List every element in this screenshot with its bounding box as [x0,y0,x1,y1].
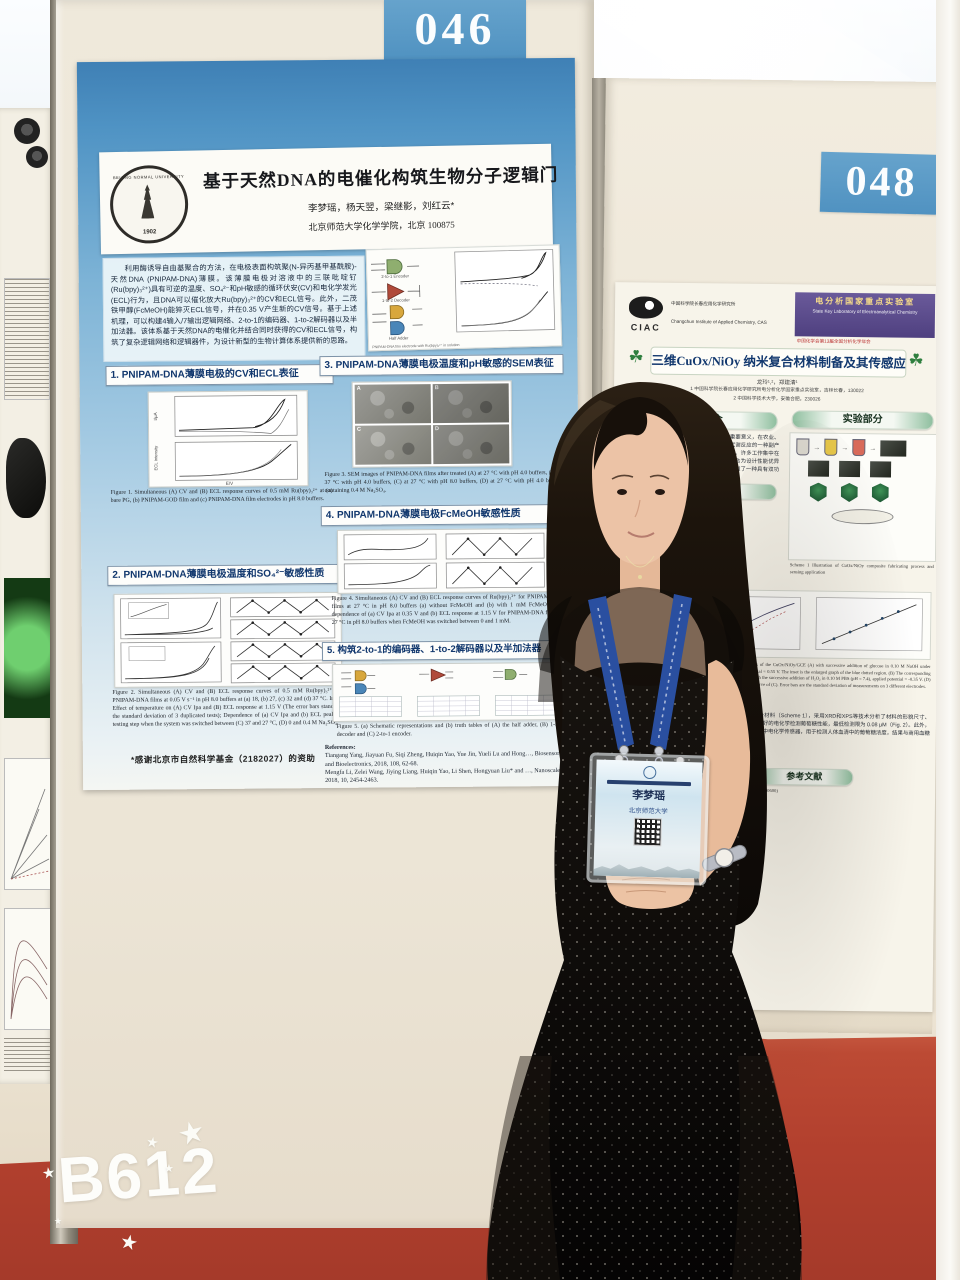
lanyard-print-left [597,607,626,743]
sheer-yoke [538,587,742,702]
stand-number-046: 046 [384,0,526,60]
fig1-xlabel: E/V [226,481,233,486]
adjacent-poster-figure [6,438,46,518]
adjacent-poster-left [0,108,54,1084]
necklace-pendant [638,575,642,579]
arm-right [696,660,751,886]
lanyard-strap-left [588,596,634,750]
fig1-ylabel-ecl: ECL Intensity [153,445,158,471]
wrist-watch [701,844,747,872]
badge-affiliation: 北京师范大学 [628,807,668,816]
hair-shine [554,400,616,486]
adjacent-poster-fluorescence [4,578,50,718]
adjacent-poster-textblock [4,278,50,400]
adjacent-poster-logo [14,118,40,144]
badge-city-skyline [593,860,699,879]
lanyard-clip-left [619,745,629,755]
lanyard-strap-right [650,594,692,750]
adjacent-poster-logo-2 [26,146,48,168]
bangs [593,397,688,470]
eye-left [617,489,627,495]
badge-qr-code [633,817,663,847]
skirt-sheer-right [732,1056,802,1280]
star-icon: ★ [144,1133,160,1151]
sheer-sleeve-right [712,596,745,674]
figure-1: I/μA ECL Intensity E/V [147,390,309,488]
adjacent-poster-plot-d [4,908,52,1030]
adjacent-poster-caption [4,1038,50,1074]
skirt-sheer-left [486,1056,560,1280]
attendee-badge: 李梦瑶 北京师范大学 [586,752,710,886]
necklace [625,555,655,568]
star-icon: ★ [54,1216,63,1226]
badge-name: 李梦瑶 [631,789,666,803]
mouth [627,531,655,538]
poster-board-left: 046 BEIJING NORMAL UNIVERSITY 1902 基于天然D… [56,0,594,1228]
fig1-ylabel-cv: I/μA [153,412,158,420]
lanyard-clip-right [654,746,664,756]
badge-logo [642,765,656,780]
logic-gate-schematic: 2-to-1 Encoder 1-to-2 Decoder Half Adder… [365,244,563,352]
figure-2 [113,591,343,688]
lanyard-print-right [657,603,683,743]
eyebrow-right [649,474,670,480]
eyebrow-left [611,474,634,480]
star-icon: ★ [164,1163,174,1175]
eye-right [655,489,665,495]
nose [634,499,641,518]
star-icon: ★ [40,1164,57,1183]
sheer-sleeve-left [537,596,572,674]
poster-046: BEIJING NORMAL UNIVERSITY 1902 基于天然DNA的电… [76,57,582,791]
right-wall-strip [936,0,960,1280]
figure-4 [336,528,552,594]
face [592,402,690,565]
